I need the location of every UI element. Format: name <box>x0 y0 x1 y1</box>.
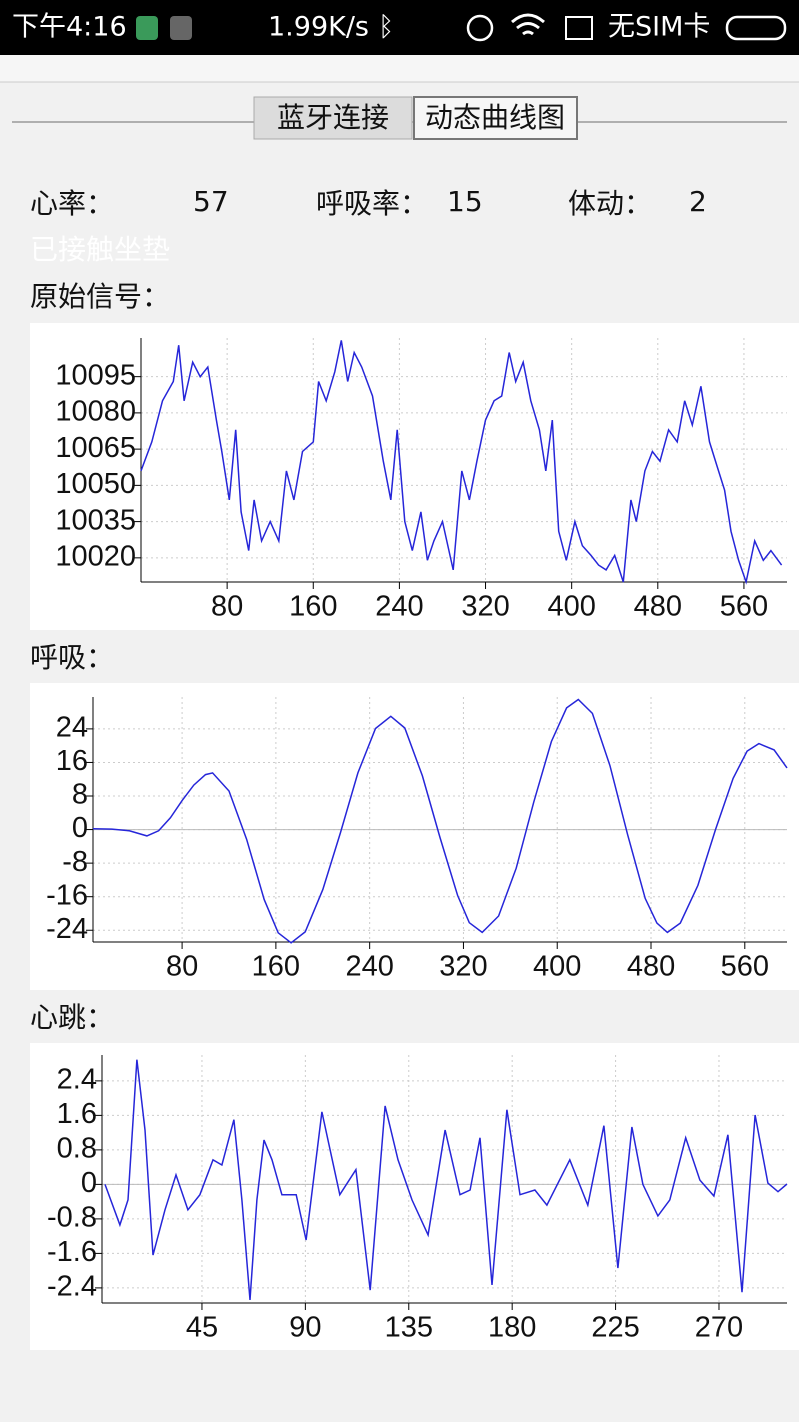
tab-label[interactable]: 动态曲线图 <box>425 101 565 134</box>
y-tick-label: 10020 <box>55 540 136 572</box>
y-tick-label: 0 <box>81 1167 97 1199</box>
x-tick-label: 90 <box>289 1312 321 1344</box>
tab-button[interactable] <box>253 96 413 140</box>
x-tick-label: 480 <box>634 591 682 623</box>
y-tick-label: -1.6 <box>47 1236 97 1268</box>
bluetooth-icon: ᛒ <box>378 12 394 43</box>
y-tick-label: 24 <box>56 712 88 744</box>
y-tick-label: 1.6 <box>57 1098 97 1130</box>
x-tick-label: 160 <box>252 951 300 983</box>
y-tick-label: 0.8 <box>57 1133 97 1165</box>
tab-label[interactable]: 蓝牙连接 <box>277 101 389 134</box>
sim-status: 无SIM卡 <box>608 12 710 43</box>
net-speed: 1.99K/s <box>268 12 369 43</box>
stat-value: 2 <box>689 185 707 218</box>
x-tick-label: 160 <box>289 591 337 623</box>
x-tick-label: 225 <box>591 1312 639 1344</box>
x-tick-label: 320 <box>439 951 487 983</box>
title-strip <box>0 55 799 82</box>
app-icon <box>170 16 192 40</box>
stat-value: 57 <box>193 185 229 218</box>
y-tick-label: 2.4 <box>57 1064 97 1096</box>
stat-label: 呼吸率： <box>316 187 428 220</box>
x-tick-label: 240 <box>375 591 423 623</box>
x-tick-label: 560 <box>721 951 769 983</box>
x-tick-label: 45 <box>186 1312 218 1344</box>
y-tick-label: 16 <box>56 745 88 777</box>
x-tick-label: 80 <box>211 591 243 623</box>
y-tick-label: 10035 <box>55 504 136 536</box>
stat-label: 心率： <box>30 187 114 220</box>
y-tick-label: 10065 <box>55 432 136 464</box>
data-line <box>92 698 788 944</box>
tab-button[interactable] <box>413 96 578 140</box>
y-tick-label: 10050 <box>55 468 136 500</box>
x-tick-label: 480 <box>627 951 675 983</box>
x-tick-label: 560 <box>720 591 768 623</box>
x-tick-label: 320 <box>461 591 509 623</box>
wifi-icon <box>511 13 545 36</box>
chart-title: 原始信号： <box>30 280 170 313</box>
chart-panel <box>30 323 799 630</box>
y-tick-label: 10080 <box>55 396 136 428</box>
battery-icon <box>725 15 787 41</box>
x-tick-label: 180 <box>488 1312 536 1344</box>
x-tick-label: 400 <box>547 591 595 623</box>
status-text: 已接触坐垫 <box>30 233 170 266</box>
y-tick-label: -24 <box>46 913 88 945</box>
x-tick-label: 240 <box>345 951 393 983</box>
x-tick-label: 400 <box>533 951 581 983</box>
shield-icon <box>136 16 158 40</box>
chart-panel <box>30 1043 799 1350</box>
status-bar <box>0 0 799 55</box>
alarm-icon <box>466 14 494 42</box>
chart-panel <box>30 683 799 990</box>
y-tick-label: -8 <box>62 846 88 878</box>
clock: 下午4:16 <box>12 12 127 43</box>
sim-icon <box>565 16 593 40</box>
y-tick-label: -2.4 <box>47 1271 97 1303</box>
y-tick-label: 8 <box>72 779 88 811</box>
stat-label: 体动： <box>568 187 652 220</box>
y-tick-label: -16 <box>46 879 88 911</box>
data-line <box>140 340 783 585</box>
chart-title: 呼吸： <box>30 641 114 674</box>
x-tick-label: 135 <box>385 1312 433 1344</box>
y-tick-label: 10095 <box>55 359 136 391</box>
y-tick-label: 0 <box>72 812 88 844</box>
y-tick-label: -0.8 <box>47 1202 97 1234</box>
chart-title: 心跳： <box>30 1001 114 1034</box>
x-tick-label: 80 <box>166 951 198 983</box>
x-tick-label: 270 <box>695 1312 743 1344</box>
stat-value: 15 <box>447 185 483 218</box>
data-line <box>104 1059 788 1301</box>
